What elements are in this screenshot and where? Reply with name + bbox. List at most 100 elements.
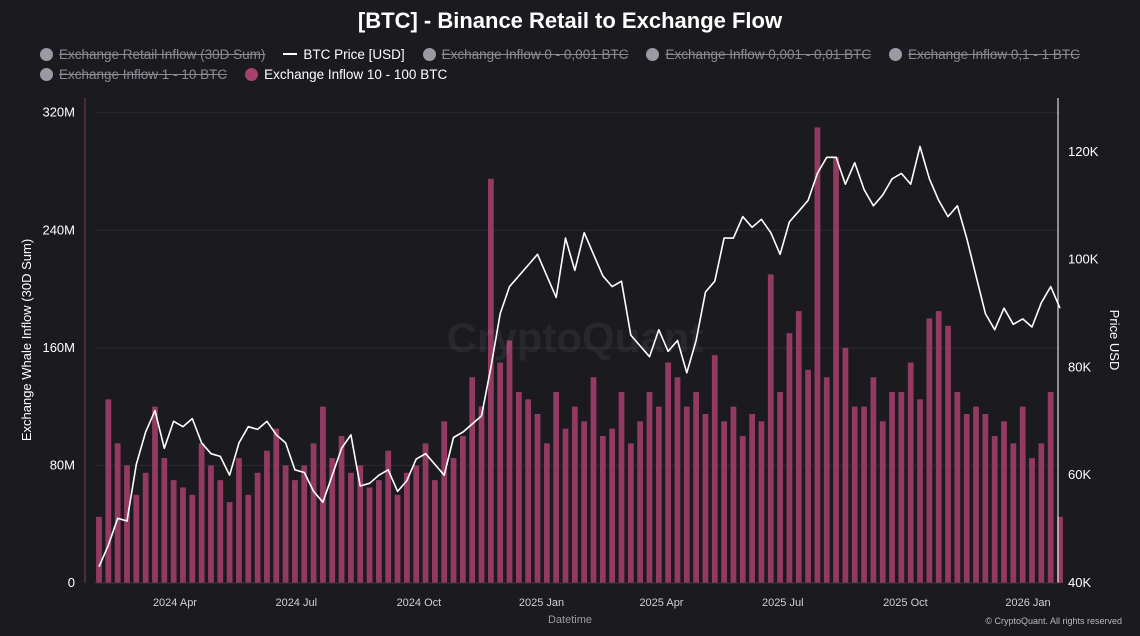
bar [749,413,755,583]
bar [133,494,140,583]
legend-label: Exchange Inflow 10 - 100 BTC [264,66,448,82]
bar [739,436,746,583]
bar [851,406,858,583]
legend-item-exchange-inflow-0-0-001-btc[interactable]: Exchange Inflow 0 - 0,001 BTC [422,44,629,64]
line-series-btc-price [98,145,1061,568]
x-tick-label: 2025 Oct [883,597,928,609]
bar [1047,391,1054,583]
bar [665,362,672,583]
bar [217,480,224,583]
bar [422,443,429,583]
bar [917,399,923,583]
bar [823,377,830,583]
axes [84,98,1060,584]
legend-item-exchange-inflow-1-10-btc[interactable]: Exchange Inflow 1 - 10 BTC [40,64,227,84]
bar [170,480,177,583]
bar [627,443,634,583]
bar [161,458,168,583]
bar [1019,406,1026,583]
bar [543,443,550,583]
bar [1057,516,1063,583]
legend-item-exchange-inflow-0-001-0-01-btc[interactable]: Exchange Inflow 0,001 - 0,01 BTC [646,44,871,64]
bar [637,421,644,583]
bar [320,406,326,583]
bar [954,391,961,583]
bar [105,399,112,583]
bar [814,127,821,584]
bar [413,465,420,583]
bar [730,406,737,583]
left-axis-label: Exchange Whale Inflow (30D Sum) [19,239,34,441]
bar [226,502,233,583]
bar [945,325,951,583]
bar [273,428,280,583]
left-tick-label: 320M [42,105,75,120]
left-tick-label: 160M [42,340,75,355]
bar [889,391,895,583]
right-tick-label: 80K [1068,359,1091,374]
legend-item-exchange-inflow-10-100-btc[interactable]: Exchange Inflow 10 - 100 BTC [245,64,447,84]
gridlines [95,112,1060,466]
x-axis-ticks: 2024 Apr 2024 Jul 2024 Oct 2025 Jan 2025 Apr… [153,597,1051,609]
legend-label: Exchange Inflow 0 - 0,001 BTC [441,46,629,62]
left-tick-label: 240M [42,222,75,237]
bar [693,391,700,583]
legend-label: Exchange Inflow 0,001 - 0,01 BTC [665,46,872,62]
bar [777,391,783,583]
bar [376,480,382,583]
bar [553,391,560,583]
bar [1001,421,1007,583]
legend-marker [245,67,259,81]
bar [674,377,681,583]
bar [478,406,485,583]
bar [907,362,914,583]
legend-item-exchange-inflow-0-1-1-btc[interactable]: Exchange Inflow 0,1 - 1 BTC [889,44,1080,64]
bar [96,516,102,583]
bar [795,311,802,583]
bar [515,391,522,583]
bar [861,406,867,583]
bar [655,406,662,583]
bar [963,413,970,583]
x-tick-label: 2026 Jan [1005,597,1050,609]
bar [459,436,466,583]
x-tick-label: 2025 Jan [519,597,564,609]
legend-label: Exchange Inflow 0,1 - 1 BTC [908,46,1080,62]
right-axis-label: Price USD [1107,310,1122,371]
right-tick-label: 60K [1068,467,1091,482]
bar [1010,443,1017,583]
watermark: CryptoQuant [447,314,704,361]
bar [1038,443,1045,583]
bar [935,311,942,583]
bar [254,472,261,583]
legend-marker [422,47,436,61]
x-tick-label: 2024 Oct [397,597,442,609]
bar [599,436,606,583]
bar [982,413,989,583]
legend-item-exchange-retail-inflow-30d-sum[interactable]: Exchange Retail Inflow (30D Sum) [40,44,265,64]
right-tick-label: 40K [1068,575,1091,590]
left-axis-ticks: 0 80M 160M 240M 320M [42,105,75,590]
bar [870,377,877,583]
bar [152,406,158,583]
bar [898,391,905,583]
legend-row: Exchange Retail Inflow (30D Sum) BTC Pric… [40,44,1120,84]
bar [842,347,849,583]
bar [833,156,839,583]
left-tick-label: 80M [50,457,75,472]
bar [208,465,214,583]
bar [432,480,438,583]
bar [142,472,149,583]
bar [767,274,774,583]
bar [348,472,354,583]
bar [991,436,998,583]
bar [879,421,886,583]
bar [292,480,298,583]
bar [702,413,709,583]
x-axis-label: Datetime [547,614,593,626]
legend-item-btc-price-usd[interactable]: BTC Price [USD] [283,44,405,64]
bar [646,391,653,583]
bar-series-exchange-inflow-10-100 [96,127,1063,584]
bar [571,406,578,583]
legend-label: Exchange Retail Inflow (30D Sum) [59,46,266,62]
